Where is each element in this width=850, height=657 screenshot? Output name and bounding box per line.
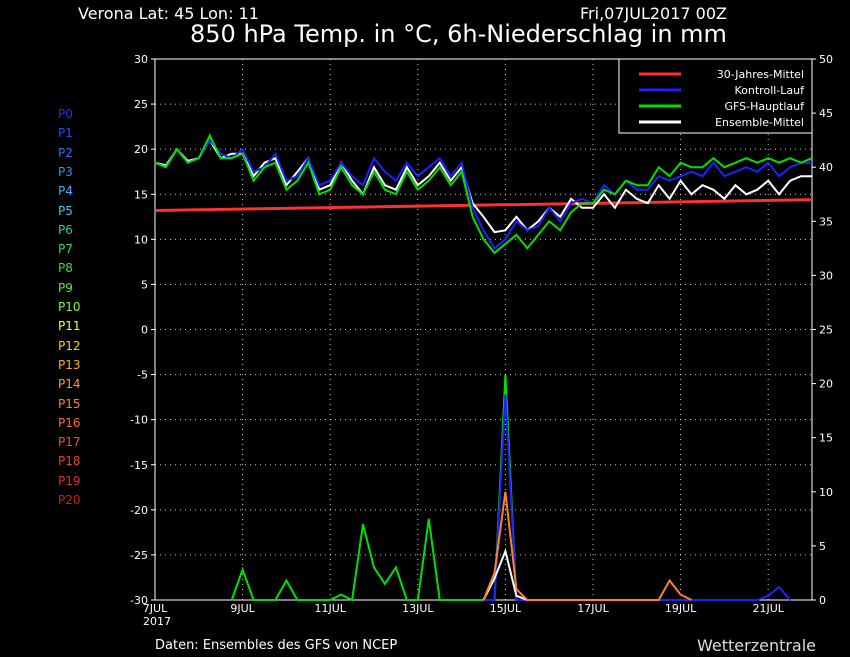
- y-left-tick-label: 15: [134, 188, 148, 201]
- y-right-tick-label: 5: [819, 540, 826, 553]
- x-tick-label: 15JUL: [490, 602, 522, 615]
- member-label-p18: P18: [58, 454, 81, 469]
- temp-series-gfs-hauptlauf: [154, 133, 813, 255]
- y-left-tick-label: 10: [134, 233, 148, 246]
- x-year-label: 2017: [143, 615, 171, 628]
- member-label-p2: P2: [58, 145, 73, 160]
- y-right-tick-label: 30: [819, 269, 833, 282]
- plot-frame: [154, 58, 813, 601]
- member-label-p1: P1: [58, 126, 73, 141]
- y-right-tick-label: 15: [819, 432, 833, 445]
- member-label-p10: P10: [58, 300, 81, 314]
- y-left-tick-label: 30: [134, 53, 148, 66]
- y-right-tick-label: 45: [819, 107, 833, 120]
- x-tick-label: 13JUL: [402, 602, 434, 615]
- temp-series-30-jahres-mittel: [154, 198, 813, 212]
- member-label-p11: P11: [58, 319, 81, 334]
- x-tick-label: 9JUL: [230, 602, 255, 615]
- temp-series-ensemble-mittel: [154, 138, 812, 234]
- precip-series-kontroll-lauf: [483, 394, 791, 601]
- member-label-p12: P12: [58, 338, 81, 353]
- member-label-p4: P4: [58, 184, 73, 199]
- y-left-tick-label: -25: [130, 549, 148, 562]
- member-label-p7: P7: [58, 242, 73, 257]
- member-label-p8: P8: [58, 261, 73, 276]
- member-label-p20: P20: [58, 493, 81, 507]
- y-left-tick-label: 5: [141, 278, 148, 291]
- location-label: Verona Lat: 45 Lon: 11: [78, 4, 259, 23]
- y-left-tick-label: -10: [130, 414, 148, 427]
- member-label-p6: P6: [58, 222, 73, 237]
- member-label-p16: P16: [58, 415, 81, 430]
- y-right-tick-label: 0: [819, 594, 826, 607]
- run-date-label: Fri,07JUL2017 00Z: [580, 4, 727, 23]
- y-left-tick-label: -30: [130, 594, 148, 607]
- member-label-p19: P19: [58, 473, 81, 488]
- y-left-tick-label: 20: [134, 143, 148, 156]
- precip-series-gfs-hauptlauf: [230, 374, 528, 602]
- member-label-p0: P0: [58, 107, 73, 121]
- y-right-tick-label: 50: [819, 53, 833, 66]
- y-left-tick-label: -5: [137, 369, 148, 382]
- y-right-tick-label: 20: [819, 378, 833, 391]
- brand-label: Wetterzentrale: [697, 636, 817, 655]
- chart-title: 850 hPa Temp. in °C, 6h-Niederschlag in …: [190, 20, 727, 48]
- member-label-p5: P5: [58, 203, 73, 218]
- precip-series-ensemble-mittel: [482, 548, 528, 601]
- member-label-p3: P3: [58, 164, 73, 179]
- y-left-tick-label: 0: [141, 324, 148, 337]
- y-left-tick-label: 25: [134, 98, 148, 111]
- temp-series-kontroll-lauf: [154, 138, 812, 250]
- member-label-p9: P9: [58, 280, 73, 295]
- y-right-tick-label: 25: [819, 324, 833, 337]
- precip-series-ensemble-member: [482, 491, 692, 601]
- y-left-tick-label: -20: [130, 504, 148, 517]
- x-tick-label: 11JUL: [314, 602, 346, 615]
- legend-label: Ensemble-Mittel: [715, 116, 804, 129]
- y-left-tick-label: -15: [130, 459, 148, 472]
- x-tick-label: 21JUL: [752, 602, 784, 615]
- y-right-tick-label: 40: [819, 161, 833, 174]
- y-right-tick-label: 10: [819, 486, 833, 499]
- member-label-p17: P17: [58, 435, 81, 450]
- legend-label: GFS-Hauptlauf: [724, 100, 805, 113]
- y-right-tick-label: 35: [819, 215, 833, 228]
- x-tick-label: 17JUL: [577, 602, 609, 615]
- member-label-p13: P13: [58, 357, 81, 372]
- member-label-p14: P14: [58, 377, 81, 392]
- data-source-footer: Daten: Ensembles des GFS von NCEP: [155, 638, 398, 653]
- member-label-p15: P15: [58, 396, 81, 411]
- legend-label: Kontroll-Lauf: [735, 84, 806, 97]
- x-tick-label: 7JUL: [143, 602, 168, 615]
- legend-label: 30-Jahres-Mittel: [717, 68, 804, 81]
- x-tick-label: 19JUL: [665, 602, 697, 615]
